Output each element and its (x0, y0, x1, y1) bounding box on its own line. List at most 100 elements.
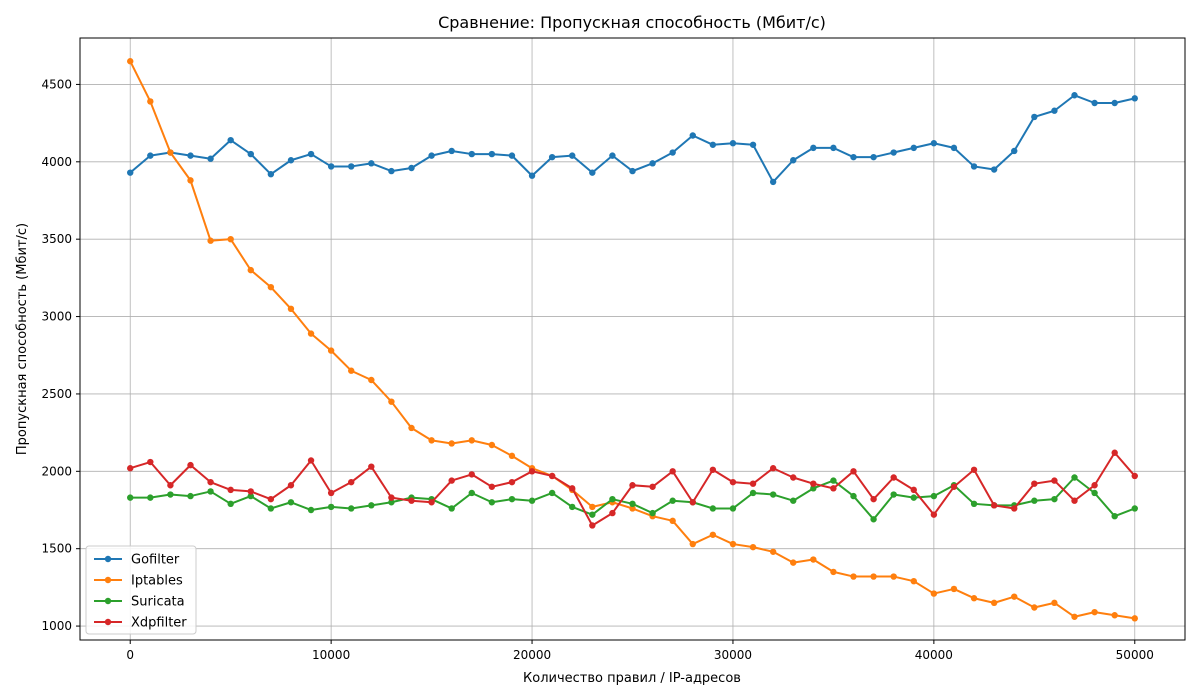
series-line-xdpfilter (129, 451, 1136, 527)
legend-box (85, 545, 197, 635)
data-point-iptables (930, 590, 938, 597)
y-tick-label: 3500 (41, 232, 72, 246)
legend-swatch-marker (104, 576, 112, 584)
data-point-gofilter (307, 150, 315, 158)
data-point-gofilter (589, 169, 596, 176)
data-point-gofilter (689, 132, 696, 139)
data-point-xdpfilter (207, 478, 214, 486)
data-point-gofilter (488, 150, 496, 158)
data-point-gofilter (267, 170, 275, 178)
data-point-xdpfilter (890, 474, 897, 481)
data-point-suricata (207, 488, 214, 495)
data-point-gofilter (1031, 113, 1038, 121)
data-point-suricata (970, 500, 978, 508)
legend-item-suricata: Suricata (94, 595, 185, 610)
x-axis-ticks: 0 10000 20000 30000 40000 50000 (126, 640, 1154, 662)
data-point-xdpfilter (408, 497, 415, 504)
data-point-xdpfilter (307, 457, 315, 464)
y-tick-label: 4000 (41, 155, 72, 169)
data-point-iptables (1111, 612, 1118, 619)
data-point-iptables (990, 599, 998, 607)
data-point-suricata (1131, 505, 1138, 512)
x-axis-label: Количество правил / IP-адресов (523, 671, 741, 686)
data-point-xdpfilter (569, 485, 576, 492)
data-point-iptables (1011, 593, 1018, 600)
data-point-xdpfilter (428, 499, 435, 506)
y-tick-label: 2500 (41, 387, 72, 401)
data-point-suricata (187, 492, 194, 500)
data-point-suricata (528, 497, 536, 504)
data-point-xdpfilter (830, 485, 837, 492)
data-point-gofilter (187, 152, 194, 159)
data-point-suricata (167, 491, 174, 498)
data-point-suricata (629, 500, 636, 508)
data-point-iptables (408, 424, 415, 432)
data-point-iptables (508, 452, 516, 460)
data-point-xdpfilter (548, 472, 556, 480)
data-point-gofilter (810, 144, 817, 152)
data-point-gofilter (769, 178, 777, 186)
data-point-iptables (127, 58, 134, 65)
data-point-iptables (749, 543, 757, 551)
data-point-xdpfilter (790, 474, 797, 481)
data-point-xdpfilter (910, 486, 917, 494)
legend-swatch-marker (104, 597, 112, 605)
series-line-iptables (129, 60, 1135, 620)
data-point-iptables (1091, 608, 1098, 616)
data-point-gofilter (649, 160, 656, 167)
series-iptables (127, 58, 1138, 622)
data-point-suricata (569, 503, 576, 511)
data-point-xdpfilter (589, 522, 596, 529)
data-point-suricata (850, 492, 857, 500)
data-point-iptables (348, 367, 355, 374)
data-point-gofilter (870, 153, 877, 161)
data-point-suricata (1071, 474, 1078, 481)
data-point-iptables (790, 559, 797, 566)
data-point-xdpfilter (609, 509, 616, 517)
series-layer (127, 58, 1138, 622)
data-point-xdpfilter (970, 466, 978, 473)
data-point-gofilter (669, 149, 676, 156)
data-point-xdpfilter (850, 468, 857, 475)
data-point-suricata (267, 505, 275, 512)
data-point-gofilter (830, 144, 837, 152)
y-tick-label: 1000 (41, 619, 72, 633)
legend-swatch-marker (104, 618, 112, 626)
data-point-iptables (810, 556, 817, 563)
data-point-suricata (468, 489, 475, 497)
data-point-gofilter (368, 160, 375, 167)
data-point-gofilter (428, 152, 435, 159)
data-point-gofilter (1051, 107, 1058, 114)
plot-frame (79, 37, 1186, 641)
data-point-suricata (508, 495, 516, 503)
data-point-iptables (890, 573, 897, 580)
data-point-gofilter (247, 150, 254, 158)
data-point-xdpfilter (870, 495, 877, 503)
data-point-suricata (910, 494, 917, 501)
data-point-gofilter (408, 164, 415, 172)
data-point-xdpfilter (287, 482, 295, 489)
x-tick-label: 40000 (915, 648, 953, 662)
data-point-iptables (1131, 615, 1138, 622)
data-point-suricata (1111, 512, 1118, 520)
x-tick-label: 0 (126, 648, 134, 662)
data-point-iptables (709, 531, 717, 538)
data-point-suricata (669, 497, 676, 504)
data-point-suricata (589, 511, 596, 518)
data-point-gofilter (990, 166, 998, 173)
data-point-gofilter (287, 157, 295, 164)
data-point-xdpfilter (127, 465, 134, 472)
series-suricata (127, 474, 1138, 523)
data-point-suricata (609, 495, 616, 503)
data-point-suricata (890, 491, 897, 498)
data-point-xdpfilter (1071, 497, 1078, 504)
data-point-suricata (287, 499, 295, 506)
data-point-gofilter (388, 167, 395, 175)
legend-label: Xdpfilter (131, 616, 187, 631)
x-tick-label: 10000 (312, 648, 350, 662)
data-point-iptables (227, 235, 234, 243)
y-tick-label: 4500 (41, 77, 72, 91)
y-tick-label: 2000 (41, 464, 72, 478)
data-point-gofilter (508, 152, 516, 159)
data-point-suricata (227, 500, 234, 508)
